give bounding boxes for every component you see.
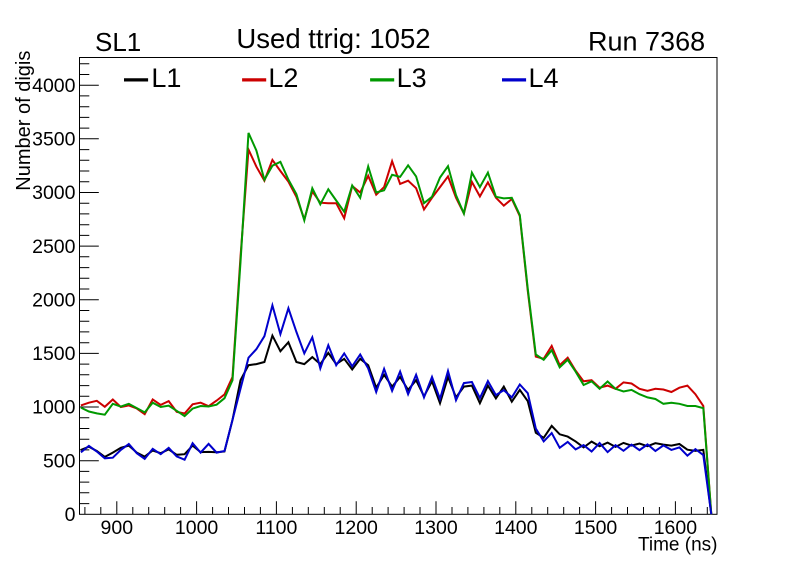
svg-text:500: 500: [43, 450, 76, 472]
svg-text:0: 0: [65, 504, 76, 526]
svg-text:L1: L1: [151, 63, 181, 93]
svg-text:1500: 1500: [32, 343, 76, 365]
svg-text:1400: 1400: [494, 517, 538, 539]
svg-text:1100: 1100: [255, 517, 297, 539]
svg-text:2000: 2000: [32, 289, 76, 311]
svg-text:1000: 1000: [175, 517, 219, 539]
svg-text:4000: 4000: [32, 75, 76, 97]
svg-text:1500: 1500: [574, 517, 618, 539]
svg-text:1600: 1600: [654, 517, 698, 539]
svg-text:L3: L3: [397, 63, 427, 93]
svg-text:L2: L2: [268, 63, 298, 93]
svg-text:900: 900: [101, 517, 134, 539]
svg-text:2500: 2500: [32, 236, 76, 258]
svg-text:Used ttrig: 1052: Used ttrig: 1052: [236, 23, 430, 54]
svg-text:1200: 1200: [335, 517, 379, 539]
svg-text:Time (ns): Time (ns): [638, 535, 718, 556]
svg-text:1000: 1000: [32, 397, 76, 419]
svg-text:L4: L4: [529, 63, 559, 93]
svg-text:3500: 3500: [32, 129, 76, 151]
svg-text:3000: 3000: [32, 182, 76, 204]
svg-text:SL1: SL1: [95, 27, 141, 57]
svg-text:Run 7368: Run 7368: [588, 27, 705, 57]
svg-text:1300: 1300: [414, 517, 458, 539]
svg-text:Number of digis: Number of digis: [13, 51, 35, 191]
